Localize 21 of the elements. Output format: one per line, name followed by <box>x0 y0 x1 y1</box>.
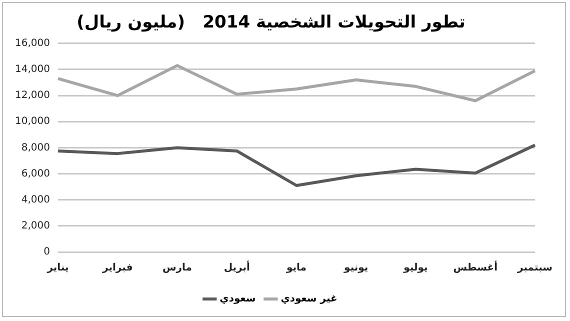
x-tick-label: أغسطس <box>453 260 498 274</box>
y-tick-label: 16,000 <box>14 38 50 49</box>
y-tick-label: 4,000 <box>21 194 50 206</box>
y-tick-label: 14,000 <box>14 64 50 76</box>
chart-title: تطور التحويلات الشخصية 2014 (مليون ريال) <box>76 12 466 33</box>
y-tick-label: 8,000 <box>21 142 50 154</box>
y-tick-label: 0 <box>44 246 50 258</box>
x-tick-label: مارس <box>162 262 192 274</box>
legend-label: غير سعودي <box>280 294 338 305</box>
x-tick-label: مايو <box>286 262 306 274</box>
x-tick-label: يونيو <box>343 262 368 274</box>
x-tick-label: سبتمبر <box>516 262 553 274</box>
y-tick-label: 10,000 <box>14 116 50 128</box>
x-tick-label: فبراير <box>101 262 133 274</box>
x-tick-label: يوليو <box>402 262 428 274</box>
y-tick-label: 12,000 <box>14 90 50 102</box>
x-tick-label: يناير <box>46 262 70 274</box>
y-tick-label: 2,000 <box>21 220 50 232</box>
legend-label: سعودي <box>220 294 256 305</box>
y-tick-label: 6,000 <box>21 168 50 180</box>
x-tick-label: أبريل <box>224 260 250 274</box>
